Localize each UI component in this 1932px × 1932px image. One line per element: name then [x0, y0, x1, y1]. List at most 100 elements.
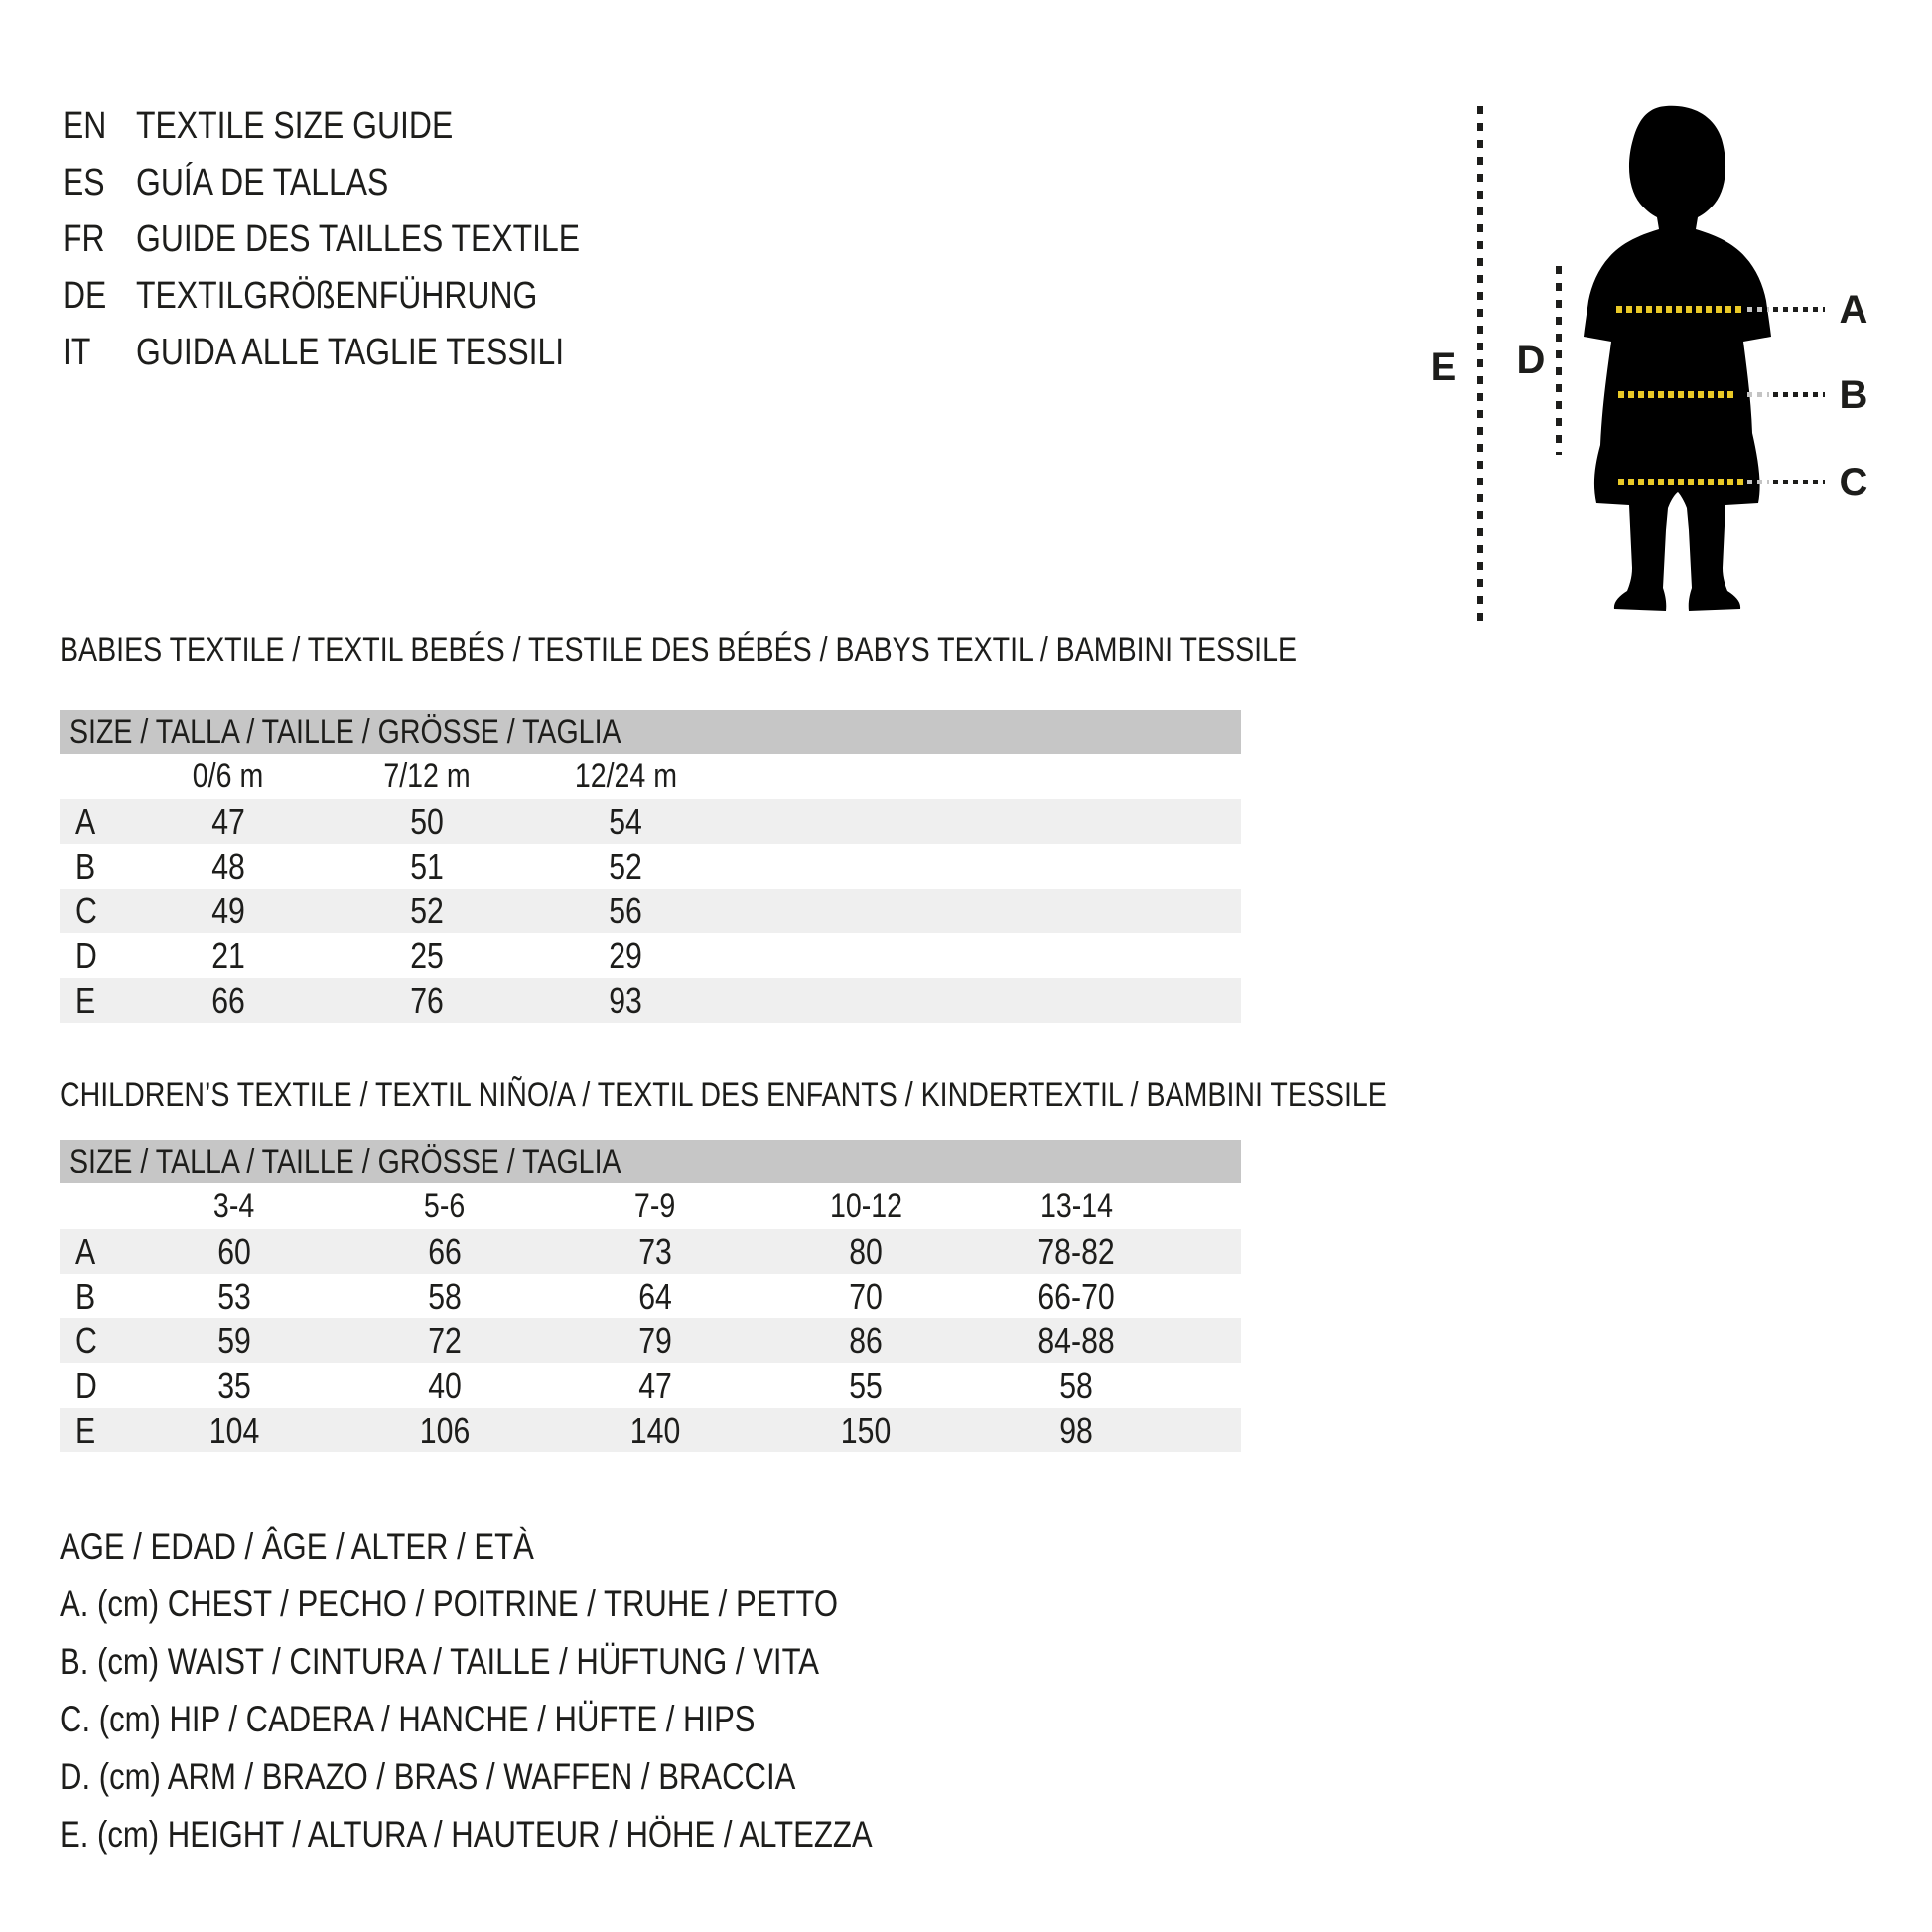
row-label: C	[75, 890, 97, 931]
children-col-header: 5-6	[424, 1186, 466, 1225]
children-row-c: C 59 72 79 86 84-88	[60, 1318, 1241, 1363]
cell-value: 70	[849, 1275, 883, 1316]
cell-value: 72	[428, 1319, 462, 1361]
cell-value: 80	[849, 1230, 883, 1272]
cell-value: 106	[419, 1409, 471, 1450]
cell-value: 150	[840, 1409, 892, 1450]
babies-size-table: SIZE / TALLA / TAILLE / GRÖSSE / TAGLIA …	[60, 710, 1241, 1023]
children-row-e: E 104 106 140 150 98	[60, 1408, 1241, 1452]
cell-value: 56	[609, 890, 642, 931]
cell-value: 64	[638, 1275, 672, 1316]
language-row-en: EN TEXTILE SIZE GUIDE	[63, 98, 664, 155]
language-code: EN	[63, 105, 107, 147]
children-section-title: CHILDREN’S TEXTILE / TEXTIL NIÑO/A / TEX…	[60, 1076, 1387, 1114]
language-header: EN TEXTILE SIZE GUIDE ES GUÍA DE TALLAS …	[63, 98, 664, 381]
cell-value: 86	[849, 1319, 883, 1361]
cell-value: 58	[1059, 1364, 1093, 1406]
arm-measure-line-d	[1556, 266, 1562, 455]
cell-value: 53	[217, 1275, 251, 1316]
measure-label-b: B	[1839, 373, 1868, 417]
legend-line-hip: C. (cm) HIP / CADERA / HANCHE / HÜFTE / …	[60, 1699, 756, 1739]
language-title: GUIDE DES TAILLES TEXTILE	[136, 218, 581, 260]
children-row-a: A 60 66 73 80 78-82	[60, 1229, 1241, 1274]
chest-fade-dots	[1747, 307, 1769, 312]
cell-value: 49	[211, 890, 245, 931]
babies-section-title: BABIES TEXTILE / TEXTIL BEBÉS / TESTILE …	[60, 631, 1298, 669]
cell-value: 76	[410, 979, 444, 1021]
children-col-header: 3-4	[213, 1186, 255, 1225]
child-silhouette	[1584, 105, 1771, 612]
cell-value: 79	[638, 1319, 672, 1361]
language-title: TEXTILE SIZE GUIDE	[136, 105, 454, 147]
waist-leader-dots	[1773, 392, 1825, 397]
language-code: DE	[63, 275, 107, 317]
children-size-header-bar: SIZE / TALLA / TAILLE / GRÖSSE / TAGLIA	[60, 1140, 1241, 1183]
measure-label-c: C	[1839, 461, 1868, 504]
babies-row-d: D 21 25 29	[60, 933, 1241, 978]
babies-row-a: A 47 50 54	[60, 799, 1241, 844]
hip-yellow-dotted-line	[1618, 479, 1743, 485]
cell-value: 59	[217, 1319, 251, 1361]
cell-value: 52	[609, 845, 642, 887]
height-measure-line-e	[1477, 106, 1483, 627]
babies-col-header: 7/12 m	[383, 757, 471, 795]
cell-value: 51	[410, 845, 444, 887]
children-row-b: B 53 58 64 70 66-70	[60, 1274, 1241, 1318]
children-col-header: 10-12	[829, 1186, 902, 1225]
measure-label-d: D	[1516, 339, 1546, 382]
language-code: ES	[63, 162, 105, 204]
cell-value: 84-88	[1037, 1319, 1115, 1361]
row-label: C	[75, 1319, 97, 1361]
babies-row-b: B 48 51 52	[60, 844, 1241, 889]
cell-value: 35	[217, 1364, 251, 1406]
children-size-table: SIZE / TALLA / TAILLE / GRÖSSE / TAGLIA …	[60, 1140, 1241, 1452]
cell-value: 40	[428, 1364, 462, 1406]
row-label: D	[75, 934, 97, 976]
cell-value: 93	[609, 979, 642, 1021]
language-code: FR	[63, 218, 105, 260]
language-title: GUÍA DE TALLAS	[136, 162, 389, 204]
language-row-it: IT GUIDA ALLE TAGLIE TESSILI	[63, 325, 664, 381]
row-label: A	[75, 800, 96, 842]
language-code: IT	[63, 332, 91, 373]
cell-value: 60	[217, 1230, 251, 1272]
waist-yellow-dotted-line	[1618, 391, 1737, 398]
chest-yellow-dotted-line	[1616, 306, 1743, 313]
measurement-legend: AGE / EDAD / ÂGE / ALTER / ETÀ A. (cm) C…	[60, 1518, 1027, 1863]
hip-fade-dots	[1747, 480, 1769, 484]
measure-label-a: A	[1839, 288, 1868, 332]
waist-fade-dots	[1747, 392, 1769, 397]
cell-value: 55	[849, 1364, 883, 1406]
babies-column-header-row: 0/6 m 7/12 m 12/24 m	[60, 754, 1241, 799]
babies-size-header-bar: SIZE / TALLA / TAILLE / GRÖSSE / TAGLIA	[60, 710, 1241, 754]
legend-line-height: E. (cm) HEIGHT / ALTURA / HAUTEUR / HÖHE…	[60, 1814, 873, 1855]
cell-value: 52	[410, 890, 444, 931]
legend-line-arm: D. (cm) ARM / BRAZO / BRAS / WAFFEN / BR…	[60, 1756, 796, 1797]
row-label: B	[75, 845, 96, 887]
cell-value: 66-70	[1037, 1275, 1115, 1316]
babies-col-header: 0/6 m	[193, 757, 264, 795]
cell-value: 54	[609, 800, 642, 842]
cell-value: 50	[410, 800, 444, 842]
cell-value: 98	[1059, 1409, 1093, 1450]
cell-value: 78-82	[1037, 1230, 1115, 1272]
children-row-d: D 35 40 47 55 58	[60, 1363, 1241, 1408]
legend-line-age: AGE / EDAD / ÂGE / ALTER / ETÀ	[60, 1526, 534, 1567]
language-title: TEXTILGRÖßENFÜHRUNG	[136, 275, 538, 317]
children-col-header: 13-14	[1039, 1186, 1113, 1225]
cell-value: 58	[428, 1275, 462, 1316]
cell-value: 29	[609, 934, 642, 976]
hip-leader-dots	[1773, 480, 1825, 484]
children-column-header-row: 3-4 5-6 7-9 10-12 13-14	[60, 1183, 1241, 1229]
cell-value: 25	[410, 934, 444, 976]
row-label: A	[75, 1230, 96, 1272]
row-label: D	[75, 1364, 97, 1406]
language-row-de: DE TEXTILGRÖßENFÜHRUNG	[63, 268, 664, 325]
cell-value: 47	[638, 1364, 672, 1406]
language-row-es: ES GUÍA DE TALLAS	[63, 155, 664, 211]
babies-row-c: C 49 52 56	[60, 889, 1241, 933]
children-col-header: 7-9	[634, 1186, 676, 1225]
language-title: GUIDA ALLE TAGLIE TESSILI	[136, 332, 565, 373]
cell-value: 73	[638, 1230, 672, 1272]
